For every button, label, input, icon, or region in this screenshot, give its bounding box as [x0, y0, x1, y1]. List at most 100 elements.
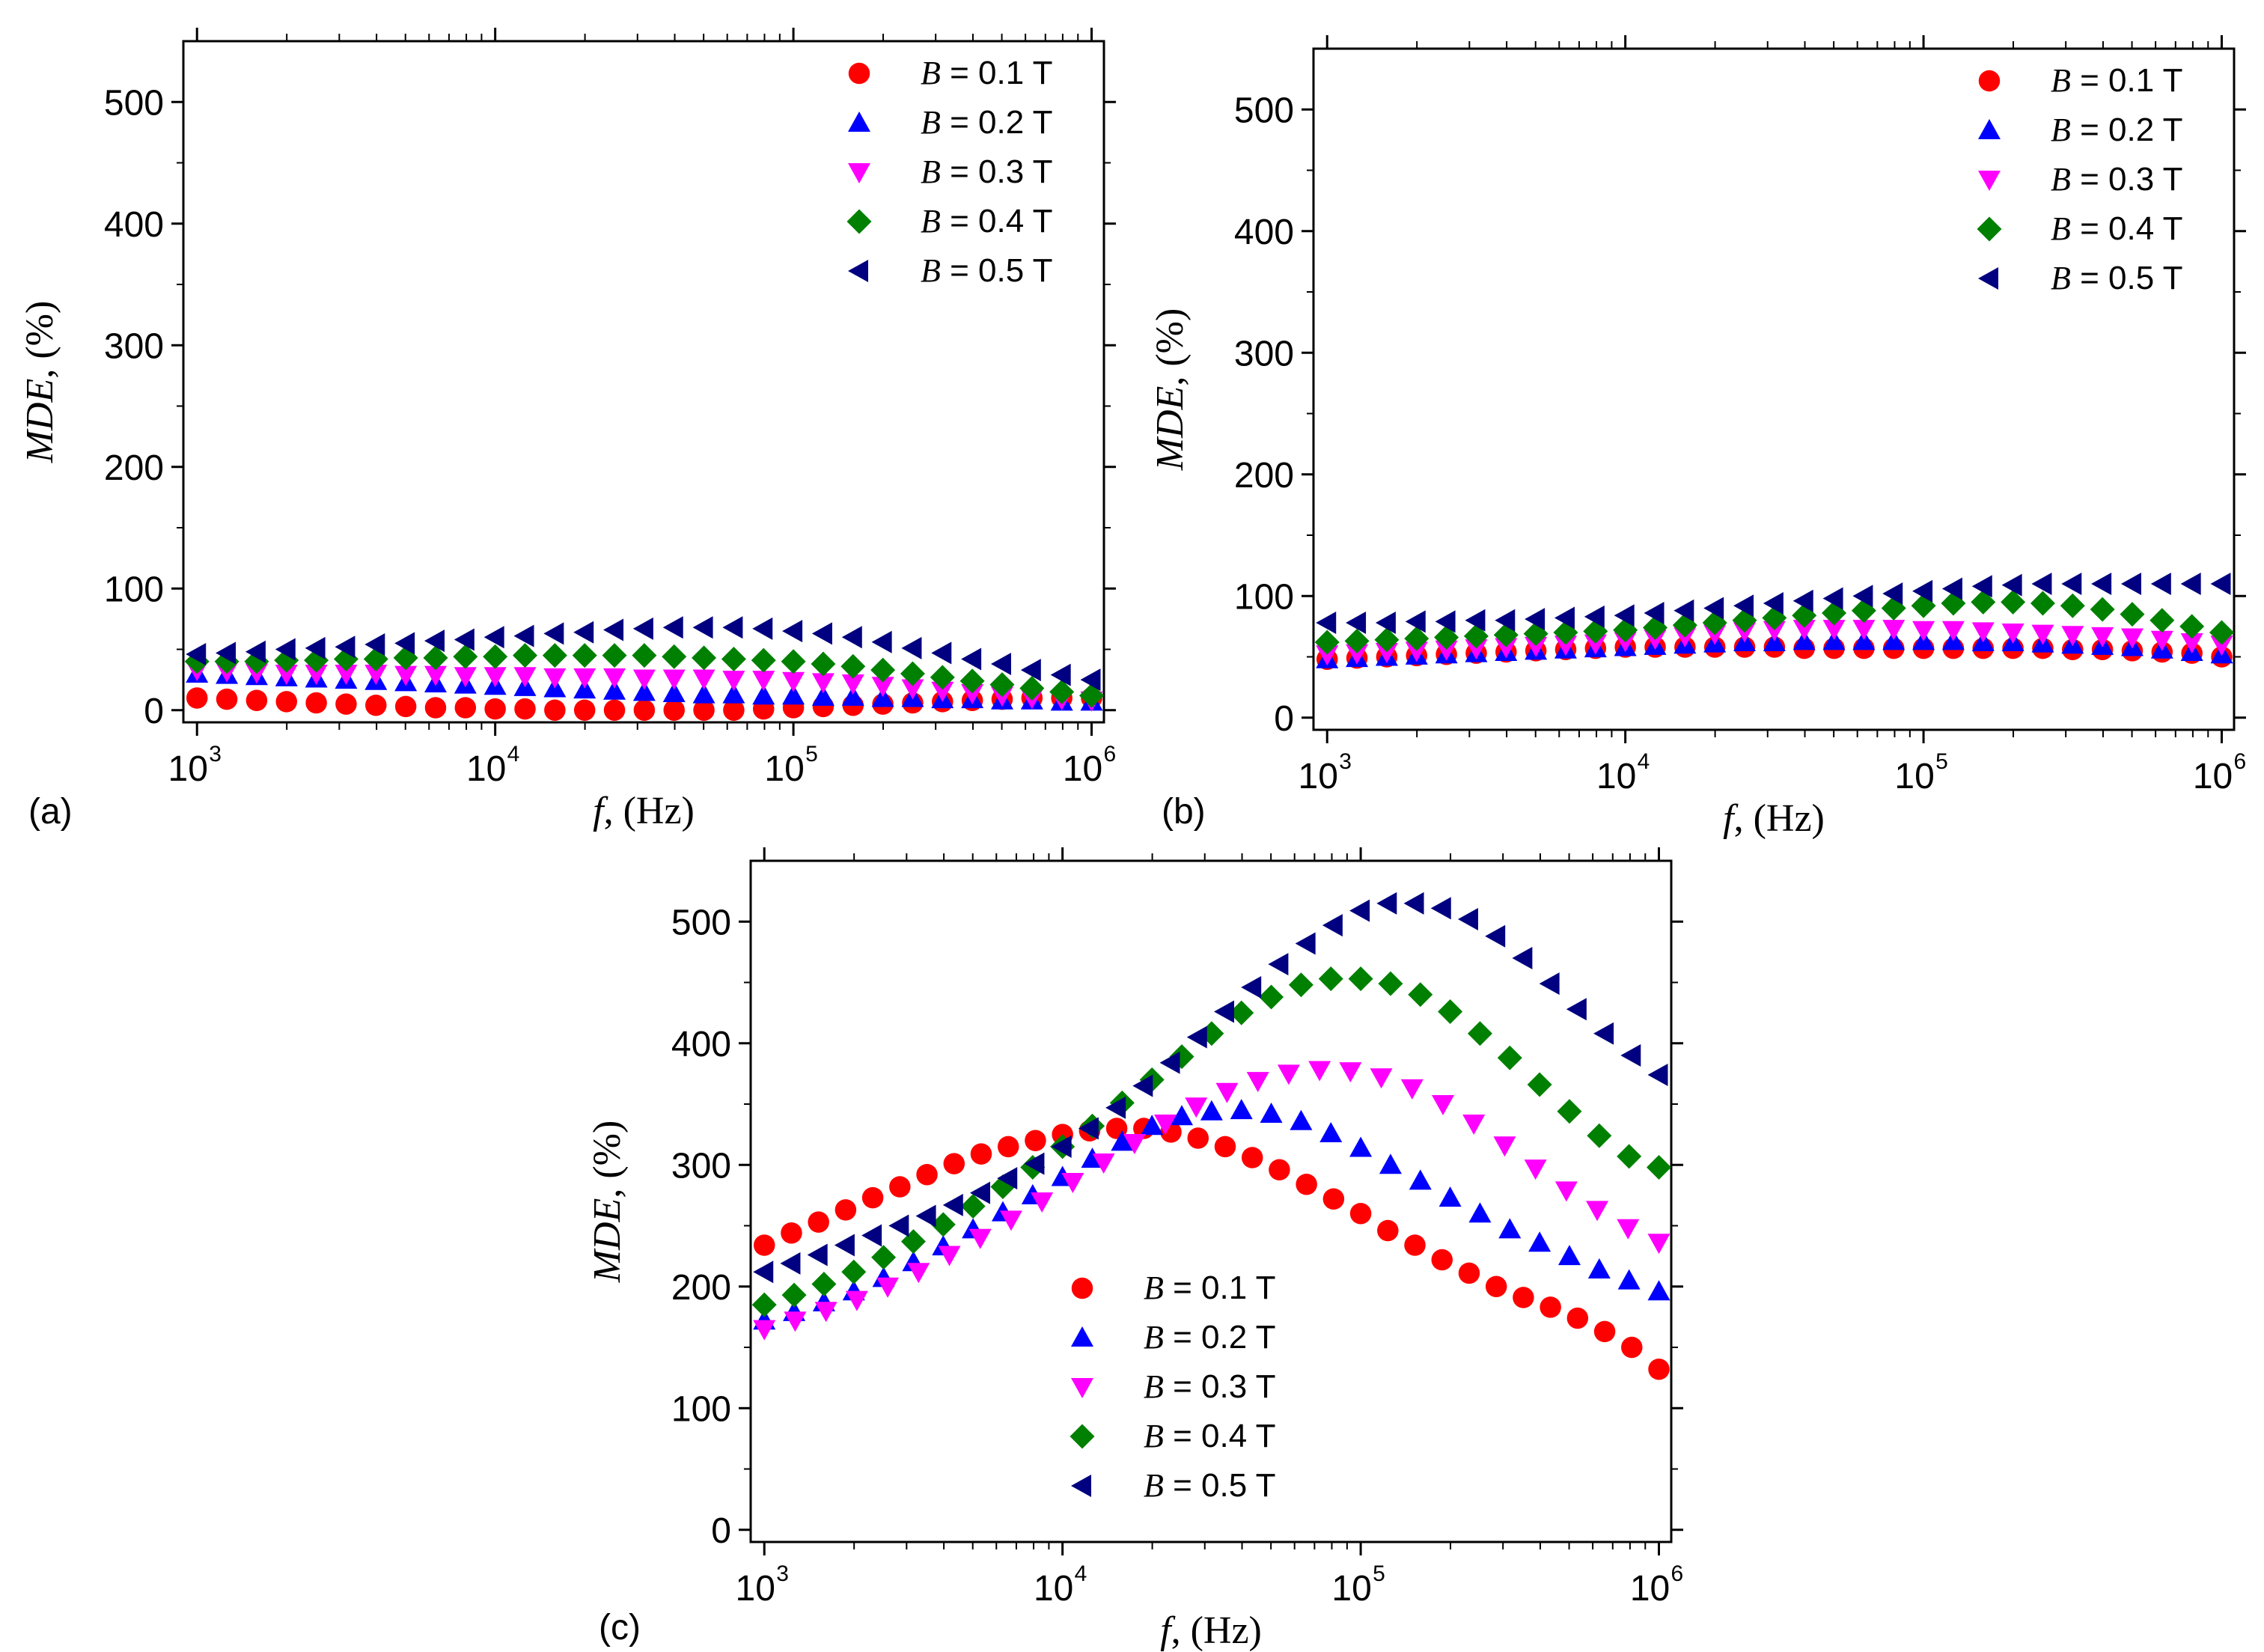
data-point	[1554, 1181, 1578, 1202]
x-tick-exponent: 6	[1104, 742, 1117, 766]
data-point	[543, 622, 564, 645]
y-tick-label: 0	[711, 1511, 731, 1551]
y-tick-label: 400	[104, 205, 164, 245]
data-point	[1400, 1079, 1424, 1100]
data-point	[2150, 630, 2173, 651]
data-point	[811, 685, 834, 706]
data-point	[1703, 597, 1724, 620]
x-tick-label: 10	[1034, 1569, 1073, 1609]
x-tick-label: 10	[736, 1569, 775, 1609]
data-point	[840, 653, 866, 679]
data-point	[1430, 897, 1451, 920]
data-point	[1527, 1072, 1552, 1097]
data-point	[632, 617, 653, 640]
legend-value: = 0.3 T	[1164, 1368, 1276, 1405]
data-point	[573, 668, 596, 689]
legend-variable: B	[921, 104, 941, 141]
data-point	[1378, 971, 1403, 996]
legend-marker	[848, 260, 868, 282]
data-point	[1241, 1147, 1263, 1168]
legend-entry-label: B = 0.5 T	[921, 252, 1053, 289]
legend-variable: B	[2051, 112, 2071, 148]
data-point	[1495, 609, 1516, 632]
data-point	[1277, 1064, 1300, 1085]
data-point	[1049, 679, 1075, 704]
data-point	[1080, 668, 1101, 692]
data-point	[1290, 1109, 1313, 1130]
data-point	[1852, 620, 1876, 641]
data-point	[1019, 676, 1045, 701]
data-point	[513, 624, 534, 647]
x-axis-unit: , (Hz)	[1734, 797, 1825, 840]
data-point	[573, 621, 594, 644]
data-point	[186, 643, 207, 665]
data-point	[1457, 908, 1478, 930]
data-point	[781, 649, 806, 674]
data-point	[1458, 1262, 1480, 1284]
series-5	[186, 616, 1101, 692]
data-point	[1230, 1099, 1253, 1120]
x-axis-title: f, (Hz)	[1160, 1609, 1262, 1652]
data-point	[1587, 1258, 1611, 1278]
data-point	[1647, 1064, 1668, 1086]
x-axis-title: f, (Hz)	[1723, 797, 1825, 840]
x-tick-exponent: 4	[1638, 749, 1650, 774]
data-point	[2091, 573, 2112, 595]
y-tick-label: 300	[104, 326, 164, 366]
legend: B = 0.1 TB = 0.2 TB = 0.3 TB = 0.4 TB = …	[846, 55, 1053, 289]
data-point	[2210, 573, 2231, 595]
legend-marker	[1978, 171, 2001, 191]
data-point	[364, 633, 385, 656]
legend-entry-label: B = 0.3 T	[1144, 1368, 1276, 1405]
legend-variable: B	[1144, 1467, 1164, 1504]
data-point	[1467, 1021, 1492, 1046]
data-point	[1617, 1219, 1640, 1240]
legend-entry-label: B = 0.1 T	[1144, 1270, 1276, 1306]
data-point	[2120, 602, 2145, 627]
data-point	[2060, 593, 2085, 618]
data-point	[335, 635, 356, 659]
data-point	[834, 1234, 855, 1257]
data-point	[722, 683, 745, 704]
data-point	[961, 684, 984, 704]
data-point	[2031, 573, 2052, 595]
x-tick-exponent: 5	[1935, 749, 1948, 774]
data-point	[1405, 610, 1426, 633]
data-point	[721, 647, 746, 671]
data-point	[1587, 1123, 1612, 1148]
y-tick-label: 500	[671, 903, 731, 942]
series-3	[753, 1061, 1670, 1341]
data-point	[1308, 1061, 1331, 1082]
x-tick-label: 10	[168, 749, 208, 789]
data-point	[1554, 635, 1577, 656]
data-point	[633, 699, 656, 721]
data-point	[1379, 1153, 1402, 1174]
data-point	[1566, 998, 1587, 1021]
data-point	[1792, 620, 1816, 641]
y-tick-label: 400	[1234, 213, 1294, 252]
y-axis-unit: , (%)	[1149, 308, 1192, 386]
data-point	[780, 1252, 801, 1275]
y-tick-label: 0	[144, 692, 164, 731]
data-point	[1322, 1188, 1345, 1210]
data-point	[305, 692, 327, 714]
data-point	[1673, 599, 1694, 622]
data-point	[394, 665, 418, 686]
data-point	[915, 1204, 936, 1228]
x-tick-exponent: 3	[209, 742, 222, 766]
data-point	[989, 672, 1015, 698]
data-point	[1123, 1134, 1146, 1154]
data-point	[1621, 1336, 1643, 1359]
panel-label: (b)	[1162, 792, 1206, 832]
data-point	[1405, 641, 1428, 662]
data-point	[1593, 1022, 1614, 1045]
data-point	[1322, 914, 1343, 937]
data-point	[811, 673, 834, 694]
data-point	[1370, 1068, 1393, 1089]
data-point	[999, 1210, 1022, 1231]
data-point	[1539, 972, 1560, 996]
data-point	[335, 665, 358, 685]
legend-variable: B	[2051, 161, 2071, 198]
data-point	[1584, 605, 1605, 628]
data-point	[1525, 608, 1546, 631]
